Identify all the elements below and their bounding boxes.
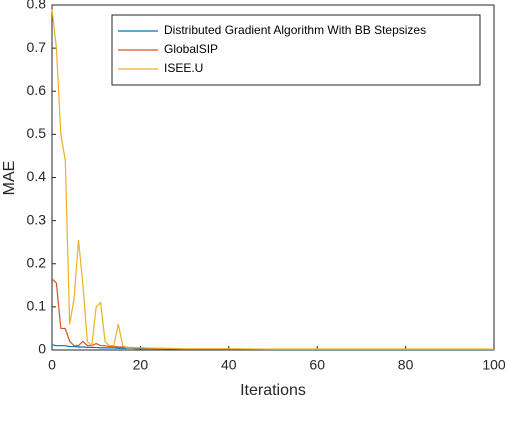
y-axis-label: MAE xyxy=(1,161,18,196)
x-tick-label: 0 xyxy=(48,357,56,373)
x-tick-label: 20 xyxy=(133,357,149,373)
x-tick-label: 60 xyxy=(309,357,325,373)
y-tick-label: 0.1 xyxy=(27,298,47,314)
legend-label: Distributed Gradient Algorithm With BB S… xyxy=(164,23,426,37)
legend: Distributed Gradient Algorithm With BB S… xyxy=(111,14,481,86)
legend-label: ISEE.U xyxy=(164,61,203,75)
y-tick-label: 0.2 xyxy=(27,254,47,270)
y-tick-label: 0.5 xyxy=(27,125,47,141)
y-tick-label: 0 xyxy=(38,341,46,357)
x-tick-label: 40 xyxy=(221,357,237,373)
y-tick-label: 0.8 xyxy=(27,0,47,12)
x-tick-label: 100 xyxy=(482,357,506,373)
x-tick-label: 80 xyxy=(398,357,414,373)
series-line xyxy=(51,278,494,350)
legend-box xyxy=(111,14,481,86)
y-tick-label: 0.7 xyxy=(27,39,47,55)
legend-label: GlobalSIP xyxy=(164,42,218,56)
y-tick-label: 0.4 xyxy=(27,168,47,184)
y-tick-label: 0.6 xyxy=(27,82,47,98)
y-tick-label: 0.3 xyxy=(27,211,47,227)
x-axis-label: Iterations xyxy=(240,382,306,399)
series-line xyxy=(51,9,494,350)
